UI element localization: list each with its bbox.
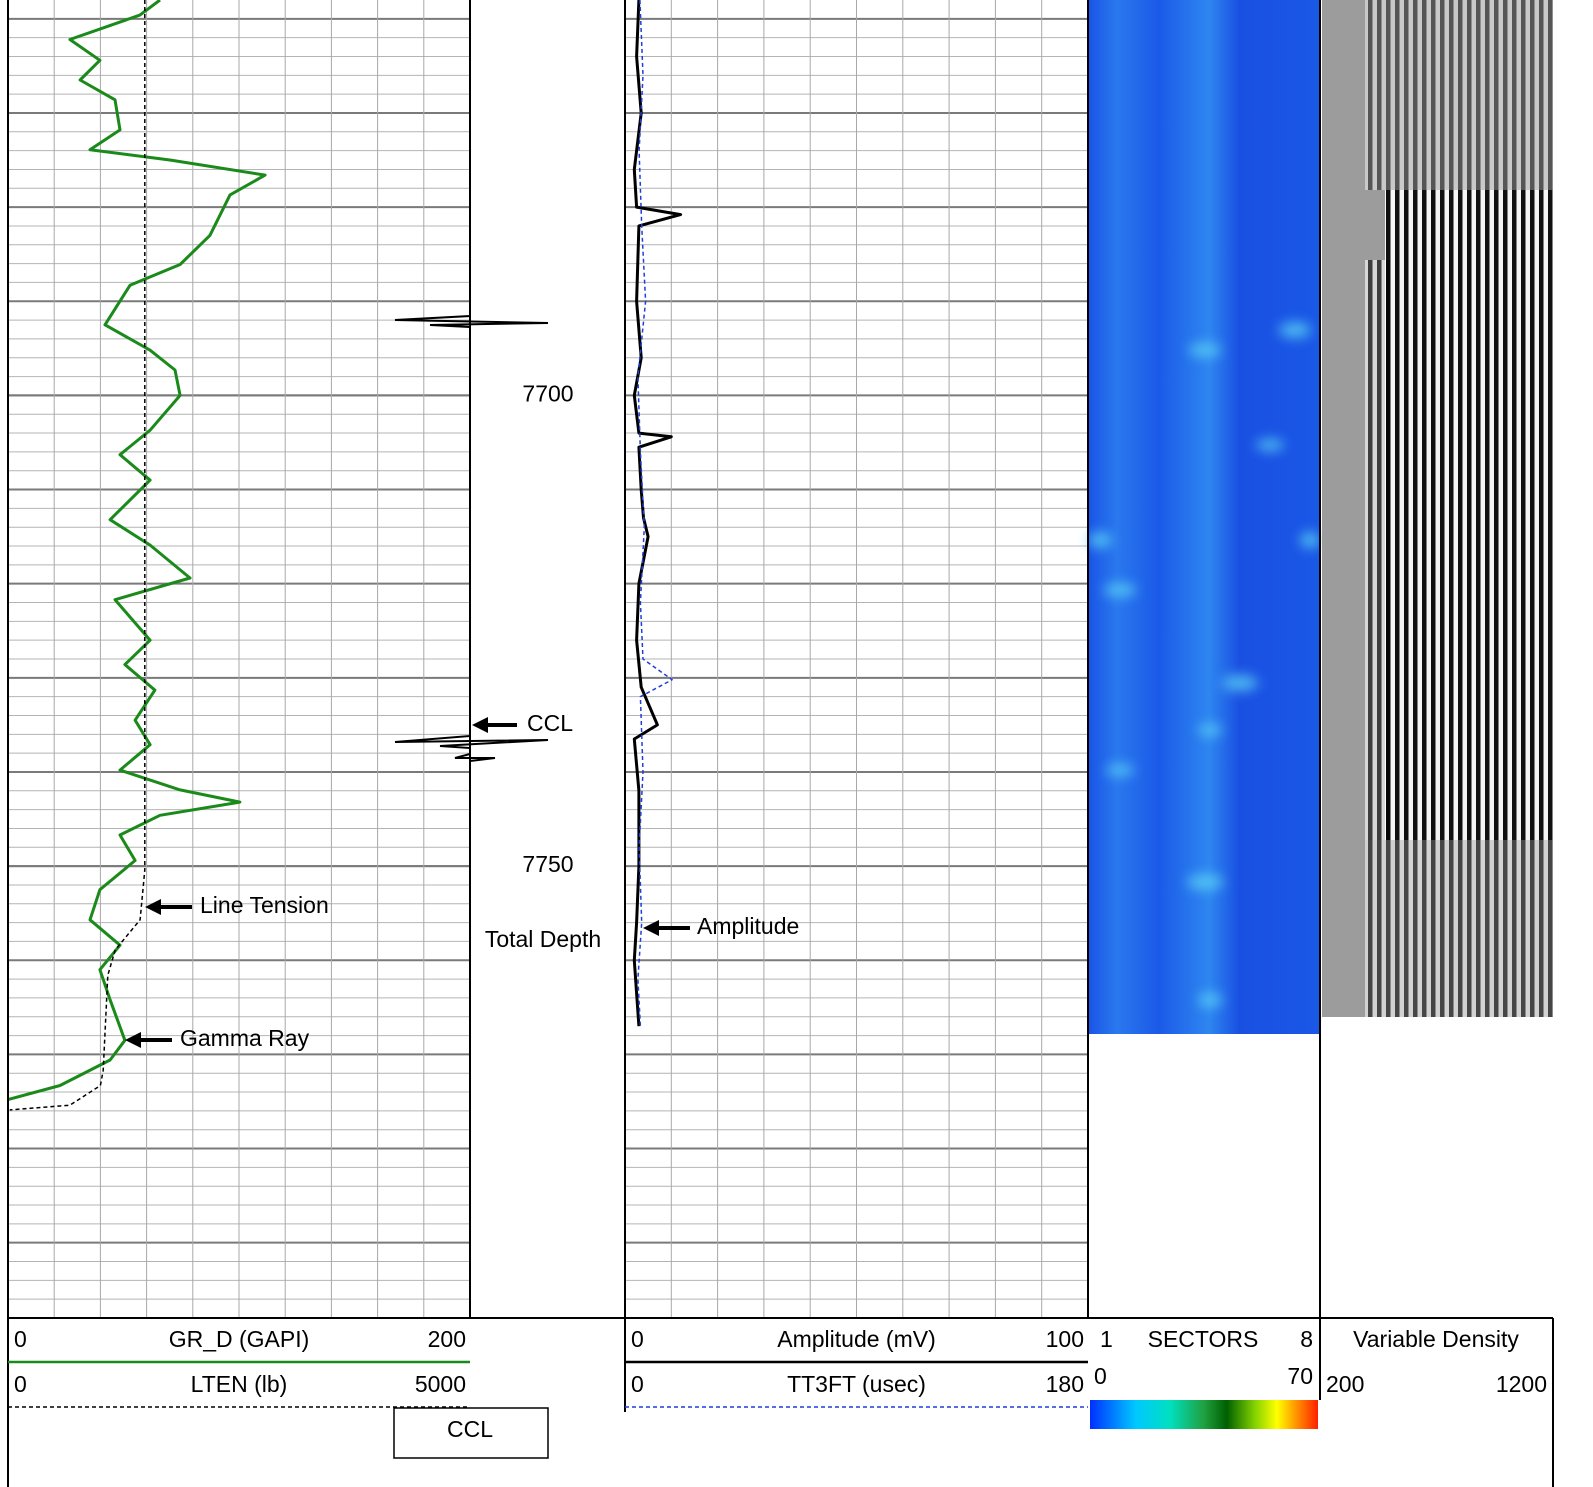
ccl-curve <box>394 0 549 1318</box>
scale-max: 180 <box>1046 1371 1084 1397</box>
scale-min: 0 <box>631 1371 644 1397</box>
sector-max: 8 <box>1300 1326 1313 1352</box>
color-bar <box>1090 1400 1318 1429</box>
track-borders <box>7 0 1554 1487</box>
depth-label: 7750 <box>522 851 573 877</box>
annotation: Total Depth <box>485 926 601 952</box>
annotation: CCL <box>527 710 573 736</box>
scale-min: 0 <box>631 1326 644 1352</box>
log-curve <box>7 0 267 1102</box>
arrow-head <box>643 920 659 936</box>
color-max: 70 <box>1287 1363 1313 1389</box>
curve-name: TT3FT (usec) <box>787 1371 926 1397</box>
color-min: 0 <box>1094 1363 1107 1389</box>
vdl-min: 200 <box>1326 1371 1364 1397</box>
scale-max: 5000 <box>415 1371 466 1397</box>
arrow-head <box>145 899 161 915</box>
arrow-head <box>472 717 488 733</box>
vdl-title: Variable Density <box>1353 1326 1519 1352</box>
annotation: Gamma Ray <box>180 1025 310 1051</box>
vdl-image <box>1322 0 1553 1017</box>
scale-max: 100 <box>1046 1326 1084 1352</box>
ccl-header: CCL <box>447 1416 493 1442</box>
curve-name: LTEN (lb) <box>191 1371 288 1397</box>
log-curve <box>637 0 673 1027</box>
curve-name: GR_D (GAPI) <box>169 1326 310 1352</box>
log-curve <box>632 0 683 1027</box>
depth-label: 7700 <box>522 380 573 406</box>
arrow-head <box>125 1032 141 1048</box>
sectors-image <box>1088 0 1320 1034</box>
scale-max: 200 <box>428 1326 466 1352</box>
scale-min: 0 <box>14 1371 27 1397</box>
annotation: Amplitude <box>697 913 799 939</box>
ccl-header-box <box>393 1407 549 1459</box>
sector-min: 1 <box>1100 1326 1113 1352</box>
sector-title: SECTORS <box>1148 1326 1259 1352</box>
annotation: Line Tension <box>200 892 329 918</box>
vdl-max: 1200 <box>1496 1371 1547 1397</box>
curve-name: Amplitude (mV) <box>777 1326 935 1352</box>
log-curve <box>9 0 146 1111</box>
scale-min: 0 <box>14 1326 27 1352</box>
